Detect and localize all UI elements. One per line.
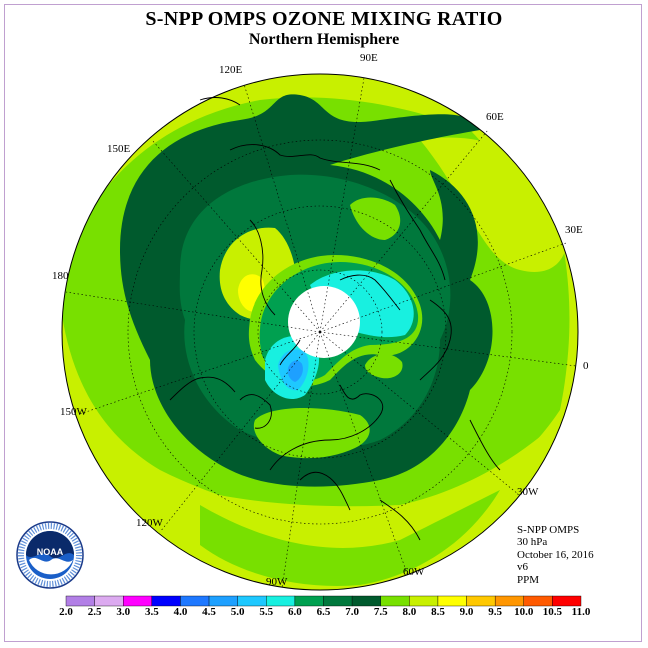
colorbar-swatch xyxy=(180,595,210,607)
lon-label-60e: 60E xyxy=(486,111,504,123)
colorbar-tick-label: 10.0 xyxy=(514,606,534,618)
colorbar-swatch xyxy=(294,595,324,607)
lon-label-30e: 30E xyxy=(565,224,583,236)
colorbar-swatch xyxy=(466,595,496,607)
colorbar-tick-label: 6.0 xyxy=(288,606,302,618)
field-7-5-namerica xyxy=(253,408,370,459)
lon-label-180: 180 xyxy=(52,270,69,282)
lon-label-150e: 150E xyxy=(107,143,131,155)
colorbar-tick-label: 7.5 xyxy=(373,606,388,618)
field-7-5-bottom xyxy=(200,490,500,586)
colorbar-swatch xyxy=(409,595,439,607)
colorbar-tick-label: 8.5 xyxy=(431,606,445,618)
latitude-circles xyxy=(127,139,513,525)
lon-label-120w: 120W xyxy=(136,517,163,529)
colorbar-swatch xyxy=(552,595,582,607)
lon-label-120e: 120E xyxy=(219,64,243,76)
lon-label-90w: 90W xyxy=(266,576,288,588)
lon-label-90e: 90E xyxy=(360,52,378,64)
colorbar-swatch xyxy=(437,595,467,607)
colorbar-swatch xyxy=(123,595,153,607)
colorbar-swatch xyxy=(266,595,296,607)
colorbar-swatch xyxy=(351,595,381,607)
colorbar-tick-label: 4.5 xyxy=(202,606,216,618)
colorbar-swatch xyxy=(380,595,410,607)
colorbar-swatch xyxy=(151,595,181,607)
colorbar-swatch xyxy=(523,595,553,607)
field-7-5-pacific xyxy=(350,197,401,240)
meridian-lines xyxy=(65,77,577,589)
colorbar-swatch xyxy=(323,595,353,607)
colorbar-tick-label: 5.5 xyxy=(259,606,274,618)
field-5-5-right xyxy=(394,299,412,327)
map-title: S-NPP OMPS OZONE MIXING RATIO xyxy=(145,8,503,30)
colorbar-tick-label: 8.0 xyxy=(402,606,417,618)
colorbar-tick-label: 10.5 xyxy=(542,606,562,618)
map-subtitle: Northern Hemisphere xyxy=(248,31,400,48)
coastlines xyxy=(169,97,501,541)
noaa-logo: NOAA xyxy=(16,521,84,589)
colorbar-tick-label: 3.0 xyxy=(116,606,131,618)
field-7-5-hole xyxy=(365,354,403,379)
colorbar-tick-label: 2.0 xyxy=(59,606,73,618)
colorbar-tick-label: 6.5 xyxy=(316,606,331,618)
colorbar-tick-label: 9.0 xyxy=(459,606,474,618)
colorbar-swatch xyxy=(494,595,524,607)
colorbar-swatch xyxy=(65,595,95,607)
product-name: S-NPP OMPS xyxy=(517,524,580,536)
lon-label-0: 0 xyxy=(583,360,589,372)
colorbar-tick-label: 7.0 xyxy=(345,606,359,618)
colorbar-tick-label: 5.0 xyxy=(230,606,245,618)
pressure-level: 30 hPa xyxy=(517,536,548,549)
noaa-logo-text: NOAA xyxy=(37,547,64,557)
colorbar-tick-label: 11.0 xyxy=(571,606,591,618)
colorbar-tick-label: 4.0 xyxy=(173,606,188,618)
units-label: PPM xyxy=(517,573,540,586)
field-4-5-lower xyxy=(287,360,303,382)
lon-label-150w: 150W xyxy=(60,406,87,418)
colorbar-swatch xyxy=(208,595,238,607)
product-version: v6 xyxy=(517,561,528,574)
colorbar-tick-label: 9.5 xyxy=(488,606,503,618)
colorbar-tick-label: 2.5 xyxy=(87,606,102,618)
figure-frame xyxy=(4,4,642,642)
hemisphere-boundary xyxy=(61,73,579,591)
field-5-5-upper xyxy=(310,270,414,338)
observation-date: October 16, 2016 xyxy=(517,548,594,561)
lon-label-60w: 60W xyxy=(403,566,425,578)
polar-night-mask xyxy=(288,286,360,358)
colorbar-tick-label: 3.5 xyxy=(144,606,159,618)
colorbar-swatch xyxy=(94,595,124,607)
lon-label-30w: 30W xyxy=(517,486,539,498)
product-info: S-NPP OMPS 30 hPa October 16, 2016 v6 PP… xyxy=(517,524,594,586)
colorbar-swatch xyxy=(237,595,267,607)
